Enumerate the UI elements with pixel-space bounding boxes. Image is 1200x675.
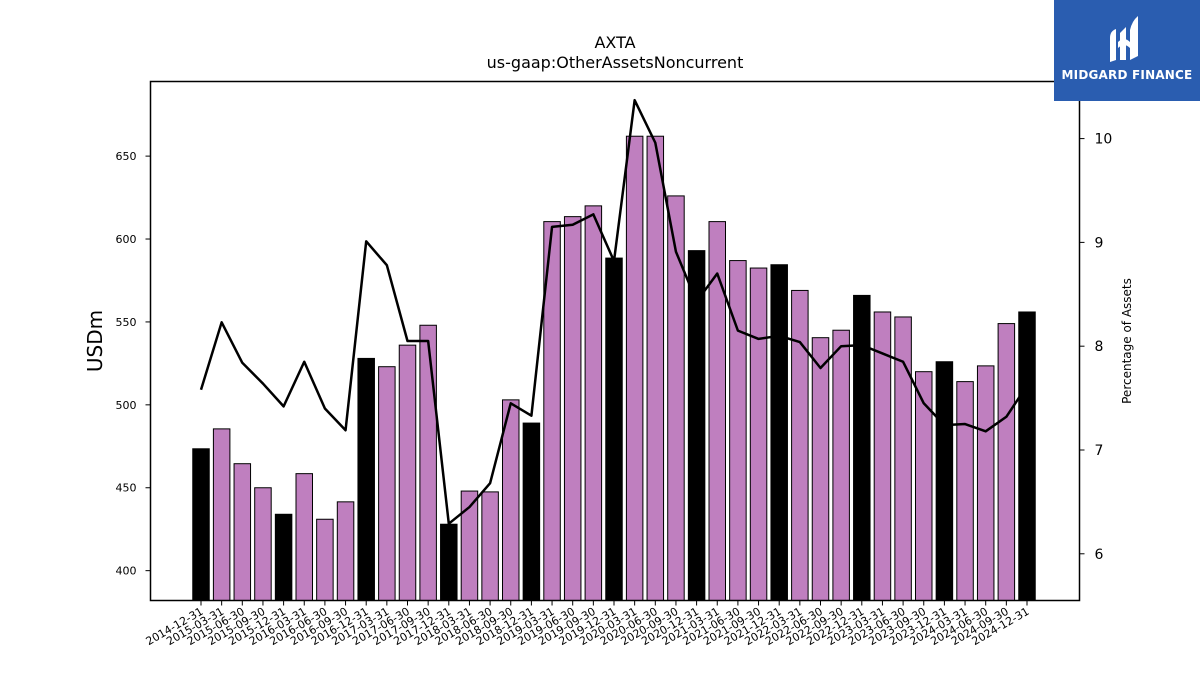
percent-of-assets-line xyxy=(199,98,1029,525)
y-axis-label: USDm xyxy=(83,310,107,372)
bar-2017-09-30 xyxy=(419,324,437,601)
bar-2014-12-31 xyxy=(192,448,210,601)
bar-2018-06-30 xyxy=(481,491,499,602)
bar-2021-09-30 xyxy=(749,267,768,601)
y2-tick-label: 7 xyxy=(1095,443,1104,459)
bar-2015-09-30 xyxy=(254,487,272,601)
y-tick-label: 450 xyxy=(116,482,137,495)
bar-2022-03-31 xyxy=(791,289,809,601)
logo-text: MIDGARD FINANCE xyxy=(1061,68,1193,82)
bar-2018-12-31 xyxy=(522,422,541,601)
y2-tick-label: 8 xyxy=(1095,339,1104,355)
y2-tick-label: 6 xyxy=(1095,547,1104,563)
bar-2016-12-31 xyxy=(357,357,375,601)
bar-2022-06-30 xyxy=(811,337,830,601)
y2-axis: 6 7 8 9 10 xyxy=(1079,132,1113,563)
bar-2017-12-31 xyxy=(440,523,458,601)
bar-2015-12-31 xyxy=(274,513,293,602)
y2-tick-label: 9 xyxy=(1095,235,1104,251)
y-tick-label: 500 xyxy=(116,399,137,412)
bar-2019-09-30 xyxy=(584,205,603,602)
logo-mark-icon xyxy=(1110,16,1138,62)
bar-2019-06-30 xyxy=(563,216,582,601)
bar-2016-09-30 xyxy=(336,501,355,601)
bar-2020-03-31 xyxy=(625,135,644,601)
chart-title: AXTA xyxy=(594,33,635,52)
bar-2020-06-30 xyxy=(646,135,665,601)
bar-2023-12-31 xyxy=(935,361,954,602)
y-tick-label: 550 xyxy=(116,316,137,329)
bar-2020-12-31 xyxy=(687,250,706,601)
x-axis: 2014-12-312015-03-312015-06-302015-09-30… xyxy=(144,600,1032,648)
bar-2022-12-31 xyxy=(853,294,871,601)
chart-subtitle: us-gaap:OtherAssetsNoncurrent xyxy=(487,53,744,72)
y-tick-label: 600 xyxy=(116,233,137,246)
bars-group xyxy=(192,135,1036,602)
y-tick-label: 400 xyxy=(116,565,137,578)
y-tick-label: 650 xyxy=(116,150,137,163)
bar-2023-09-30 xyxy=(915,371,933,601)
bar-2024-09-30 xyxy=(997,323,1016,601)
bar-2021-03-31 xyxy=(708,221,726,602)
bar-2024-12-31 xyxy=(1018,311,1036,601)
y2-tick-label: 10 xyxy=(1095,132,1113,148)
midgard-finance-logo: MIDGARD FINANCE xyxy=(1054,0,1200,101)
bar-2019-12-31 xyxy=(605,257,623,601)
bar-2017-06-30 xyxy=(398,344,417,601)
bar-2024-03-31 xyxy=(956,381,974,601)
bar-2022-09-30 xyxy=(832,329,850,601)
line-group xyxy=(199,98,1029,525)
bar-2021-12-31 xyxy=(770,264,788,601)
y-axis: 400 450 500 550 600 650 xyxy=(116,150,151,578)
bar-2016-06-30 xyxy=(316,518,334,601)
bar-2016-03-31 xyxy=(295,473,313,601)
bar-2024-06-30 xyxy=(976,365,995,601)
bar-2015-03-31 xyxy=(212,428,231,601)
bar-2015-06-30 xyxy=(233,463,252,602)
y2-axis-label: Percentage of Assets xyxy=(1120,278,1134,404)
plot-frame xyxy=(149,80,1081,602)
bar-2020-09-30 xyxy=(667,195,685,601)
bar-2017-03-31 xyxy=(378,366,396,602)
